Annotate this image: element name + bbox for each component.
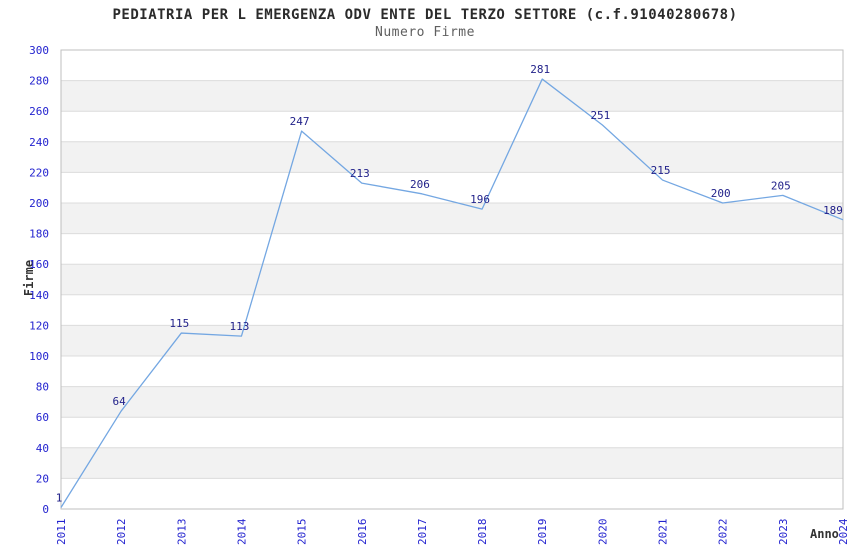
grid-band <box>61 203 843 234</box>
y-tick-label: 180 <box>29 228 49 241</box>
data-point-label: 206 <box>410 178 430 191</box>
grid-band <box>61 264 843 295</box>
data-point-label: 115 <box>169 317 189 330</box>
chart-title: PEDIATRIA PER L EMERGENZA ODV ENTE DEL T… <box>112 7 738 23</box>
data-point-label: 251 <box>590 109 610 122</box>
grid-band <box>61 325 843 356</box>
data-point-label: 247 <box>290 115 310 128</box>
y-tick-label: 0 <box>42 503 49 516</box>
y-tick-label: 100 <box>29 350 49 363</box>
data-point-label: 189 <box>823 204 843 217</box>
y-tick-label: 120 <box>29 319 49 332</box>
x-tick-label: 2011 <box>55 519 68 546</box>
y-tick-label: 220 <box>29 166 49 179</box>
data-point-label: 205 <box>771 179 791 192</box>
x-axis-title: Anno <box>810 527 839 541</box>
x-tick-label: 2023 <box>777 519 790 546</box>
x-tick-label: 2019 <box>536 519 549 546</box>
grid-band <box>61 80 843 112</box>
y-tick-label: 140 <box>29 289 49 302</box>
x-tick-label: 2012 <box>115 519 128 546</box>
y-tick-label: 60 <box>36 411 49 424</box>
data-point-label: 196 <box>470 193 490 206</box>
y-tick-label: 200 <box>29 197 49 210</box>
x-tick-label: 2022 <box>717 519 730 546</box>
series-line <box>60 78 844 508</box>
x-tick-label: 2014 <box>235 518 248 545</box>
y-tick-label: 80 <box>36 381 49 394</box>
grid-band <box>61 141 843 173</box>
data-point-label: 213 <box>350 167 370 180</box>
data-point-label: 215 <box>651 164 671 177</box>
y-tick-label: 300 <box>29 44 49 57</box>
x-tick-label: 2024 <box>837 518 850 545</box>
y-tick-label: 40 <box>36 442 49 455</box>
chart-subtitle: Numero Firme <box>375 25 475 40</box>
grid-band <box>61 386 843 418</box>
x-tick-label: 2020 <box>596 519 609 546</box>
data-point-label: 113 <box>230 320 250 333</box>
y-tick-label: 240 <box>29 136 49 149</box>
y-tick-label: 260 <box>29 105 49 118</box>
data-point-label: 64 <box>113 395 127 408</box>
x-tick-label: 2017 <box>416 519 429 546</box>
x-tick-label: 2021 <box>657 519 670 546</box>
x-tick-label: 2013 <box>175 519 188 546</box>
grid-band <box>61 447 843 479</box>
y-tick-label: 20 <box>36 472 49 485</box>
plot-border <box>60 49 844 510</box>
x-tick-label: 2018 <box>476 519 489 546</box>
x-tick-label: 2016 <box>356 519 369 546</box>
y-tick-label: 280 <box>29 75 49 88</box>
data-point-label: 1 <box>56 491 63 504</box>
y-tick-label: 160 <box>29 258 49 271</box>
data-point-label: 281 <box>530 63 550 76</box>
x-tick-label: 2015 <box>296 519 309 546</box>
data-point-label: 200 <box>711 187 731 200</box>
